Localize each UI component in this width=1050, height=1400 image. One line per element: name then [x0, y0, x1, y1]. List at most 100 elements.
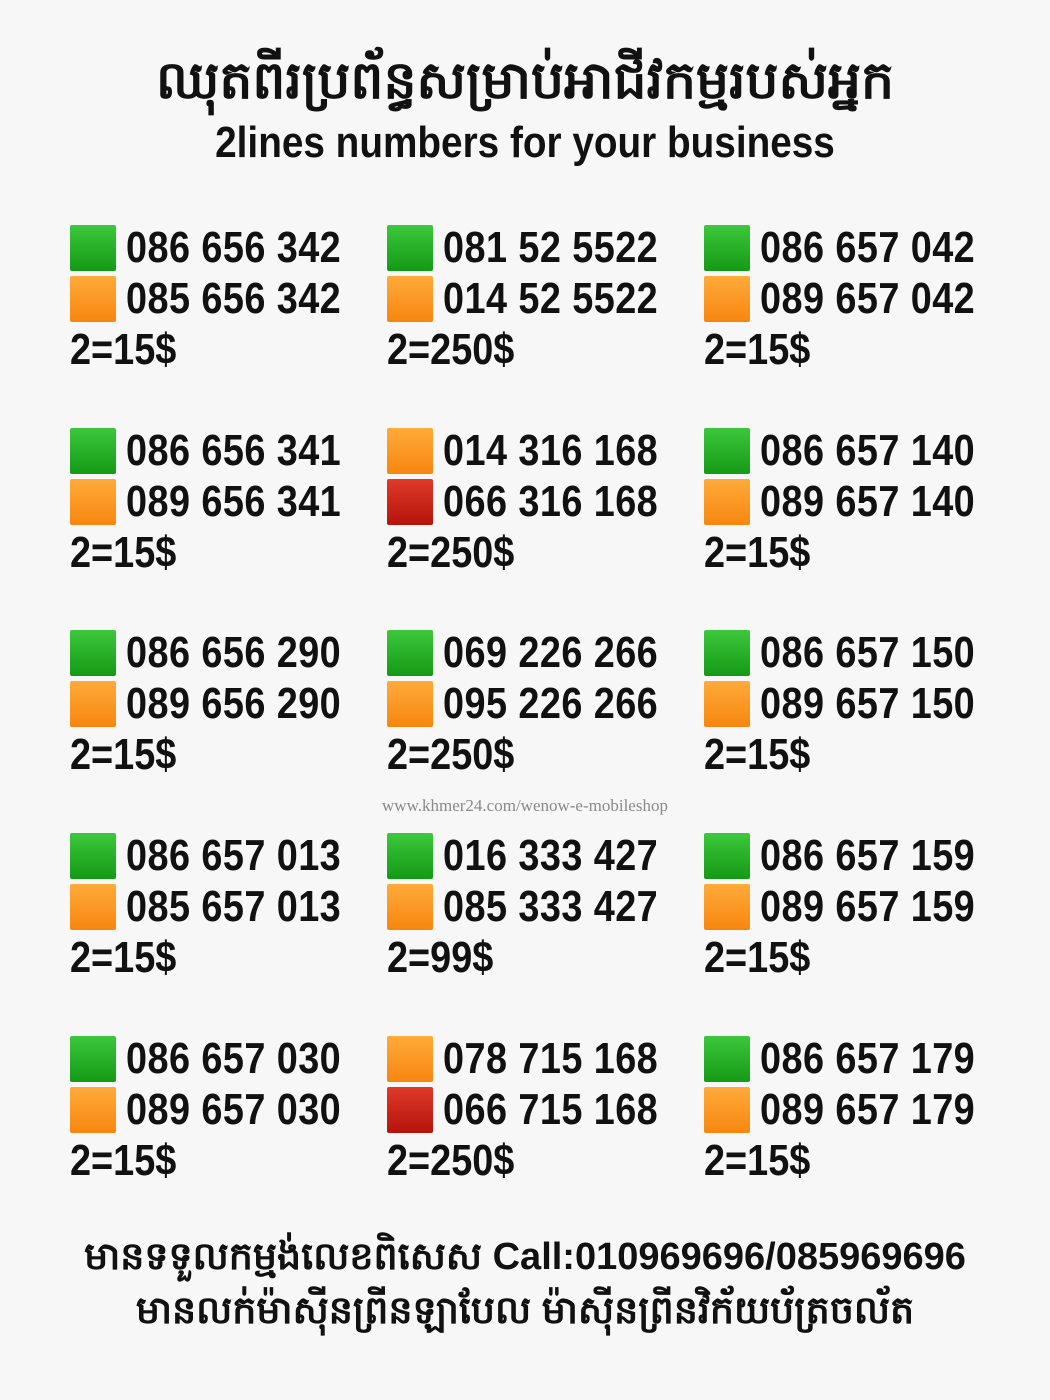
phone-number: 069 226 266	[443, 627, 659, 677]
phone-line: 089 657 030	[70, 1084, 390, 1135]
phone-line: 086 657 013	[70, 830, 390, 881]
phone-number: 081 52 5522	[443, 222, 659, 272]
phone-number: 085 657 013	[126, 881, 342, 931]
phone-number: 086 656 342	[126, 222, 342, 272]
phone-number: 085 656 342	[126, 273, 342, 323]
price: 2=250$	[387, 527, 515, 577]
price-line: 2=250$	[387, 729, 707, 780]
watermark: www.khmer24.com/wenow-e-mobileshop	[382, 796, 668, 815]
number-pair: 086 657 140 089 657 140 2=15$	[704, 425, 1024, 578]
orange-square-icon	[70, 883, 116, 930]
phone-number: 086 657 030	[126, 1033, 342, 1083]
orange-square-icon	[70, 680, 116, 727]
phone-number: 089 657 150	[760, 678, 976, 728]
price: 2=15$	[704, 932, 811, 982]
phone-line: 086 657 159	[704, 830, 1024, 881]
number-pair: 086 657 159 089 657 159 2=15$	[704, 830, 1024, 983]
green-square-icon	[387, 224, 433, 271]
green-square-icon	[70, 832, 116, 879]
phone-line: 086 657 140	[704, 425, 1024, 476]
phone-line: 066 715 168	[387, 1084, 707, 1135]
phone-line: 086 657 042	[704, 222, 1024, 273]
footer-services: មានលក់ម៉ាស៊ីនព្រីនឡាបែល ម៉ាស៊ីនព្រីនវិក័…	[135, 1290, 915, 1332]
phone-number: 086 657 042	[760, 222, 976, 272]
green-square-icon	[387, 629, 433, 676]
phone-line: 078 715 168	[387, 1033, 707, 1084]
phone-number: 089 657 159	[760, 881, 976, 931]
green-square-icon	[70, 629, 116, 676]
phone-number: 085 333 427	[443, 881, 659, 931]
orange-square-icon	[387, 1035, 433, 1082]
green-square-icon	[70, 427, 116, 474]
orange-square-icon	[387, 680, 433, 727]
phone-number: 086 657 150	[760, 627, 976, 677]
phone-line: 095 226 266	[387, 678, 707, 729]
number-pair: 016 333 427 085 333 427 2=99$	[387, 830, 707, 983]
phone-number: 086 657 140	[760, 425, 976, 475]
phone-number: 086 657 179	[760, 1033, 976, 1083]
green-square-icon	[704, 832, 750, 879]
green-square-icon	[70, 1035, 116, 1082]
phone-line: 089 657 150	[704, 678, 1024, 729]
phone-line: 085 333 427	[387, 881, 707, 932]
phone-line: 086 657 030	[70, 1033, 390, 1084]
phone-line: 089 656 341	[70, 476, 390, 527]
orange-square-icon	[704, 1086, 750, 1133]
orange-square-icon	[70, 275, 116, 322]
orange-square-icon	[704, 680, 750, 727]
green-square-icon	[704, 427, 750, 474]
phone-number: 089 657 140	[760, 476, 976, 526]
green-square-icon	[704, 224, 750, 271]
price: 2=15$	[704, 729, 811, 779]
number-pair: 086 656 290 089 656 290 2=15$	[70, 627, 390, 780]
price: 2=99$	[387, 932, 494, 982]
price-line: 2=15$	[704, 324, 1024, 375]
phone-line: 066 316 168	[387, 476, 707, 527]
price: 2=15$	[70, 1135, 177, 1185]
orange-square-icon	[704, 478, 750, 525]
price: 2=15$	[704, 527, 811, 577]
number-pair: 086 657 013 085 657 013 2=15$	[70, 830, 390, 983]
number-pair: 014 316 168 066 316 168 2=250$	[387, 425, 707, 578]
price: 2=250$	[387, 1135, 515, 1185]
phone-line: 089 657 179	[704, 1084, 1024, 1135]
price-line: 2=15$	[70, 729, 390, 780]
phone-line: 089 657 159	[704, 881, 1024, 932]
phone-line: 089 656 290	[70, 678, 390, 729]
price: 2=15$	[70, 932, 177, 982]
phone-line: 014 316 168	[387, 425, 707, 476]
price-line: 2=15$	[70, 932, 390, 983]
orange-square-icon	[387, 427, 433, 474]
phone-number: 086 657 159	[760, 830, 976, 880]
phone-number: 066 316 168	[443, 476, 659, 526]
phone-line: 085 656 342	[70, 273, 390, 324]
phone-number: 016 333 427	[443, 830, 659, 880]
title-khmer: ឈុតពីរប្រព័ន្ធសម្រាប់អាជីវកម្មរបស់អ្នក	[155, 52, 895, 110]
phone-number: 014 52 5522	[443, 273, 659, 323]
phone-line: 081 52 5522	[387, 222, 707, 273]
orange-square-icon	[70, 1086, 116, 1133]
price-line: 2=15$	[70, 527, 390, 578]
price-line: 2=250$	[387, 527, 707, 578]
number-pair: 081 52 5522 014 52 5522 2=250$	[387, 222, 707, 375]
price: 2=250$	[387, 729, 515, 779]
price: 2=15$	[704, 1135, 811, 1185]
phone-number: 066 715 168	[443, 1084, 659, 1134]
orange-square-icon	[387, 275, 433, 322]
price: 2=15$	[70, 527, 177, 577]
phone-line: 086 657 179	[704, 1033, 1024, 1084]
orange-square-icon	[70, 478, 116, 525]
phone-line: 086 656 341	[70, 425, 390, 476]
phone-line: 086 656 342	[70, 222, 390, 273]
number-pair: 086 656 342 085 656 342 2=15$	[70, 222, 390, 375]
price-line: 2=15$	[704, 932, 1024, 983]
price: 2=15$	[70, 729, 177, 779]
phone-number: 089 657 042	[760, 273, 976, 323]
phone-number: 086 657 013	[126, 830, 342, 880]
price-line: 2=15$	[70, 1135, 390, 1186]
price-line: 2=15$	[704, 729, 1024, 780]
phone-line: 016 333 427	[387, 830, 707, 881]
phone-number: 089 657 030	[126, 1084, 342, 1134]
red-square-icon	[387, 478, 433, 525]
green-square-icon	[704, 1035, 750, 1082]
